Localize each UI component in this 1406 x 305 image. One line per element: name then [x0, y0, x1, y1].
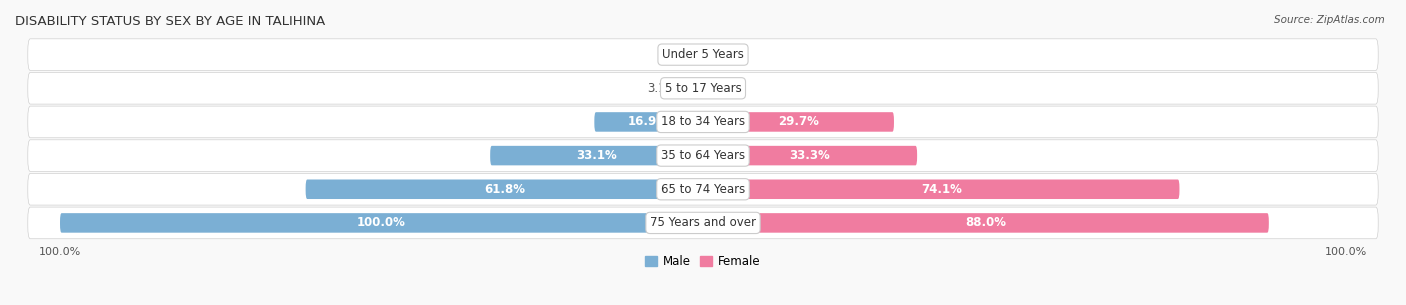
- FancyBboxPatch shape: [703, 180, 1180, 199]
- Text: 18 to 34 Years: 18 to 34 Years: [661, 115, 745, 128]
- FancyBboxPatch shape: [491, 146, 703, 165]
- FancyBboxPatch shape: [28, 73, 1378, 104]
- FancyBboxPatch shape: [703, 146, 917, 165]
- Text: 88.0%: 88.0%: [966, 217, 1007, 229]
- Text: 75 Years and over: 75 Years and over: [650, 217, 756, 229]
- FancyBboxPatch shape: [595, 112, 703, 132]
- Text: 3.1%: 3.1%: [647, 82, 676, 95]
- FancyBboxPatch shape: [28, 207, 1378, 239]
- Text: 74.1%: 74.1%: [921, 183, 962, 196]
- FancyBboxPatch shape: [703, 112, 894, 132]
- FancyBboxPatch shape: [703, 213, 1268, 233]
- Text: 61.8%: 61.8%: [484, 183, 524, 196]
- FancyBboxPatch shape: [683, 78, 703, 98]
- Text: 0.0%: 0.0%: [710, 82, 740, 95]
- Text: 29.7%: 29.7%: [778, 115, 818, 128]
- FancyBboxPatch shape: [28, 106, 1378, 138]
- Text: Under 5 Years: Under 5 Years: [662, 48, 744, 61]
- Text: 0.0%: 0.0%: [710, 48, 740, 61]
- Text: 35 to 64 Years: 35 to 64 Years: [661, 149, 745, 162]
- FancyBboxPatch shape: [28, 174, 1378, 205]
- Text: 0.0%: 0.0%: [666, 48, 696, 61]
- Text: 100.0%: 100.0%: [357, 217, 406, 229]
- Text: 65 to 74 Years: 65 to 74 Years: [661, 183, 745, 196]
- Text: 5 to 17 Years: 5 to 17 Years: [665, 82, 741, 95]
- FancyBboxPatch shape: [60, 213, 703, 233]
- FancyBboxPatch shape: [305, 180, 703, 199]
- Text: 33.3%: 33.3%: [790, 149, 831, 162]
- FancyBboxPatch shape: [28, 39, 1378, 70]
- Text: 33.1%: 33.1%: [576, 149, 617, 162]
- Legend: Male, Female: Male, Female: [641, 250, 765, 272]
- Text: DISABILITY STATUS BY SEX BY AGE IN TALIHINA: DISABILITY STATUS BY SEX BY AGE IN TALIH…: [15, 15, 325, 28]
- FancyBboxPatch shape: [28, 140, 1378, 171]
- Text: Source: ZipAtlas.com: Source: ZipAtlas.com: [1274, 15, 1385, 25]
- Text: 16.9%: 16.9%: [628, 115, 669, 128]
